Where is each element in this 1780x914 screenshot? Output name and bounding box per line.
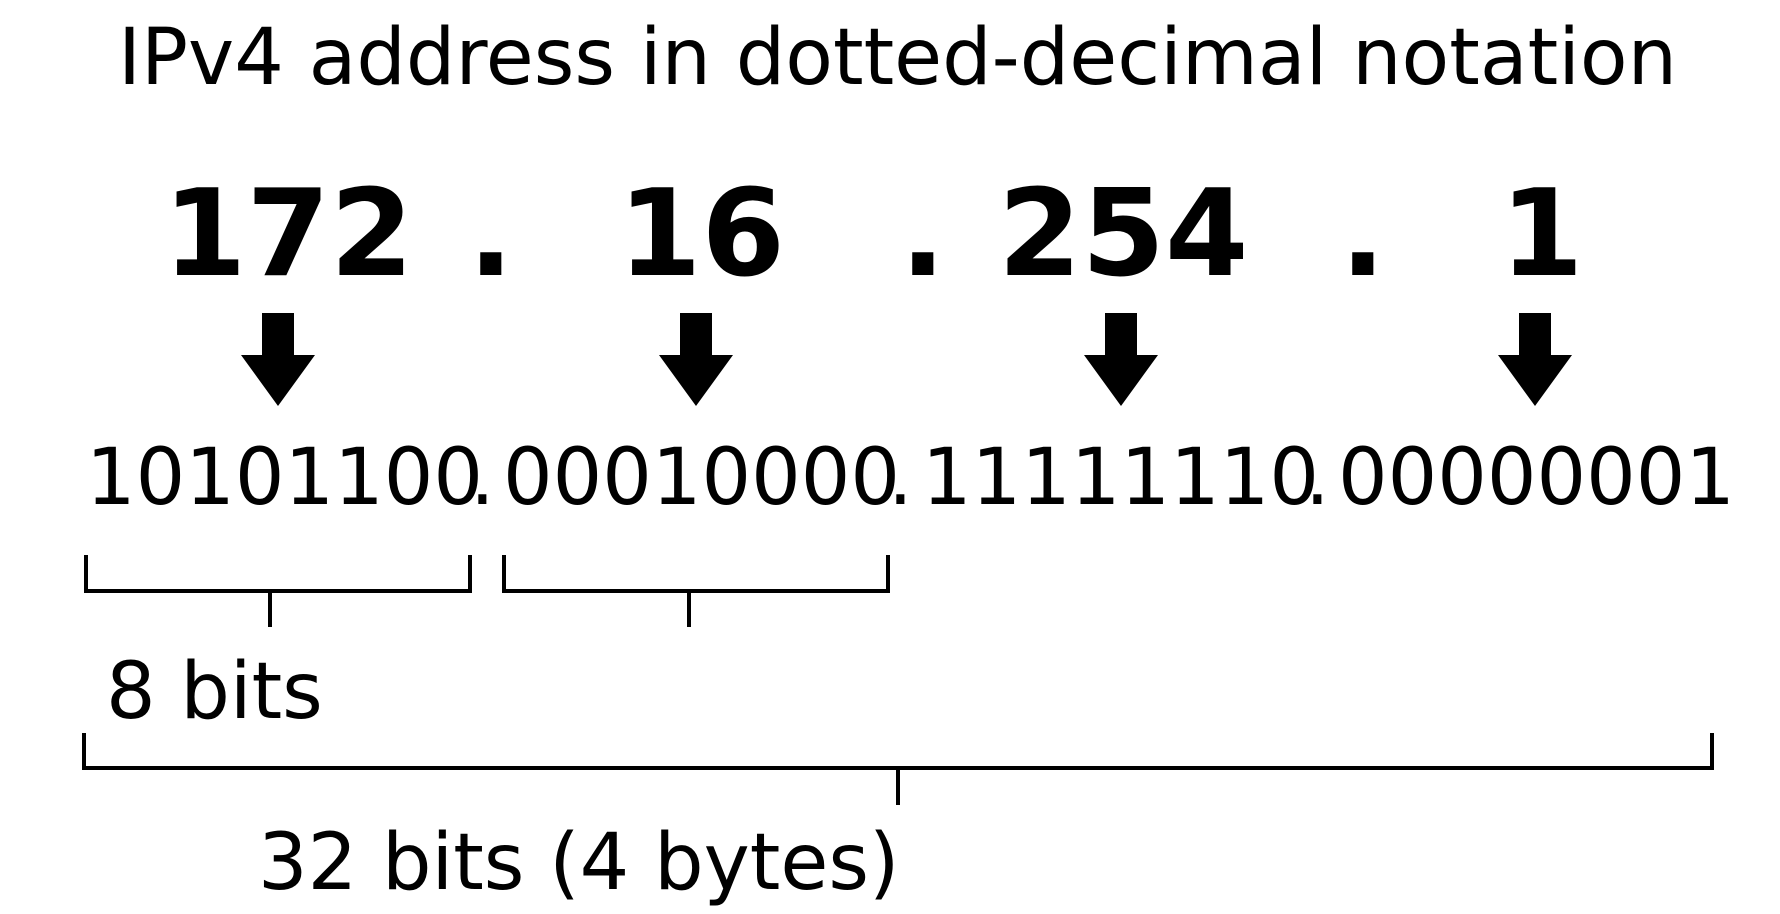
address-size-label: 32 bits (4 bytes) xyxy=(258,818,899,908)
binary-address: 10101100 . 00010000 . 11111110 . 0000000… xyxy=(86,433,1735,523)
address-bracket xyxy=(82,733,1714,805)
octet-binary: 10101100 xyxy=(86,433,483,523)
binary-separator: . xyxy=(470,433,495,523)
binary-separator: . xyxy=(1305,433,1330,523)
octet-decimal: 172 xyxy=(163,165,414,304)
octet-decimal: 1 xyxy=(1500,165,1584,304)
byte-bracket xyxy=(84,555,472,627)
down-arrow-icon xyxy=(1498,313,1572,406)
binary-separator: . xyxy=(888,433,913,523)
octet-separator: . xyxy=(900,165,946,304)
octet-decimal: 254 xyxy=(998,165,1249,304)
octet-decimal: 16 xyxy=(618,165,785,304)
octet-binary: 00010000 xyxy=(503,433,900,523)
byte-bracket xyxy=(502,555,890,627)
down-arrow-icon xyxy=(241,313,315,406)
octet-binary: 00000001 xyxy=(1338,433,1735,523)
byte-size-label: 8 bits xyxy=(106,647,323,737)
octet-separator: . xyxy=(1340,165,1386,304)
down-arrow-icon xyxy=(659,313,733,406)
diagram-title: IPv4 address in dotted-decimal notation xyxy=(118,13,1677,103)
octet-separator: . xyxy=(468,165,514,304)
down-arrow-icon xyxy=(1084,313,1158,406)
octet-binary: 11111110 xyxy=(922,433,1319,523)
